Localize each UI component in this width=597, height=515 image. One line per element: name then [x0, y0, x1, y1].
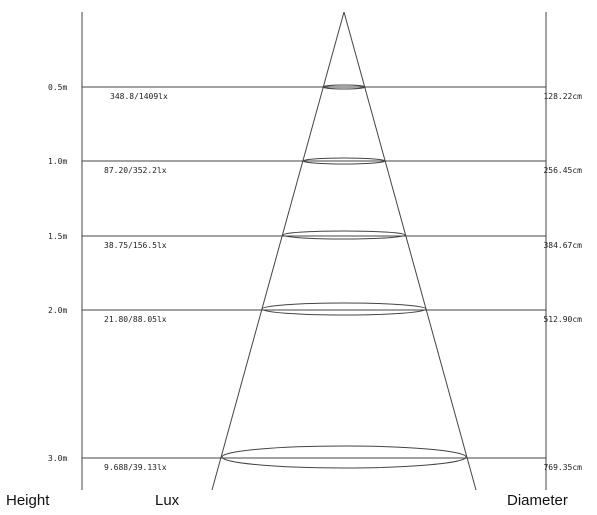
beam-cone-right-edge	[343, 11, 477, 491]
height-label: 3.0m	[48, 454, 67, 463]
diameter-label: 384.67cm	[543, 241, 582, 250]
beam-cone-left-edge	[211, 11, 345, 491]
beam-ellipse-2	[302, 157, 386, 165]
diameter-label: 128.22cm	[543, 92, 582, 101]
lux-labels: 348.8/1409lx 87.20/352.2lx 38.75/156.5lx…	[104, 92, 168, 472]
beam-ellipse-5	[221, 445, 467, 469]
height-label: 0.5m	[48, 83, 67, 92]
lux-label: 38.75/156.5lx	[104, 241, 167, 250]
diameter-labels: 128.22cm 256.45cm 384.67cm 512.90cm 769.…	[543, 92, 582, 472]
legend-height: Height	[6, 492, 50, 509]
diameter-label: 769.35cm	[543, 463, 582, 472]
legend-lux: Lux	[155, 492, 180, 509]
height-labels: 0.5m 1.0m 1.5m 2.0m 3.0m	[48, 83, 67, 463]
diameter-label: 256.45cm	[543, 166, 582, 175]
beam-ellipse-1	[322, 84, 366, 90]
legend-diameter: Diameter	[507, 492, 568, 509]
height-label: 2.0m	[48, 306, 67, 315]
lux-label: 87.20/352.2lx	[104, 166, 167, 175]
beam-ellipses	[221, 84, 467, 469]
diameter-label: 512.90cm	[543, 315, 582, 324]
height-label: 1.5m	[48, 232, 67, 241]
beam-ellipse-4	[261, 302, 427, 316]
height-label: 1.0m	[48, 157, 67, 166]
lux-label: 21.80/88.05lx	[104, 315, 167, 324]
lux-label: 348.8/1409lx	[110, 92, 168, 101]
lux-label: 9.688/39.13lx	[104, 463, 167, 472]
level-lines	[82, 86, 546, 459]
beam-ellipse-3	[282, 230, 406, 240]
